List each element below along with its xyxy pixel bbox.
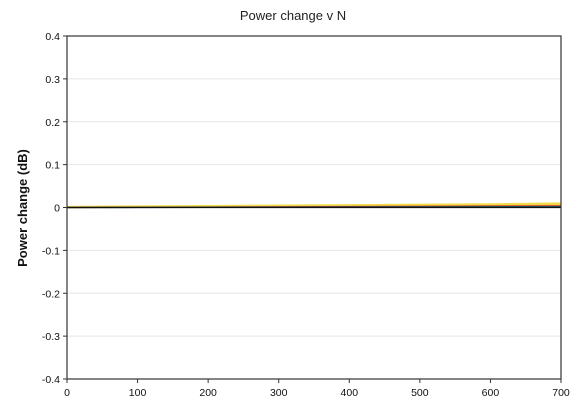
x-tick-label: 400 (341, 387, 359, 399)
y-tick-label: 0.4 (45, 31, 60, 43)
x-axis-ticks: 0 100 200 300 400 500 600 700 (64, 379, 570, 399)
chart-title: Power change v N (240, 8, 346, 23)
y-tick-label: -0.2 (42, 288, 60, 300)
x-tick-label: 100 (129, 387, 147, 399)
x-tick-label: 300 (270, 387, 288, 399)
x-tick-label: 0 (64, 387, 70, 399)
y-tick-label: 0 (54, 203, 60, 215)
y-tick-label: 0.2 (45, 117, 60, 129)
x-tick-label: 700 (552, 387, 570, 399)
y-tick-label: 0.1 (45, 160, 60, 172)
x-tick-label: 500 (411, 387, 429, 399)
y-axis-label: Power change (dB) (15, 149, 30, 267)
y-tick-label: -0.3 (42, 331, 60, 343)
y-tick-label: -0.4 (42, 374, 60, 386)
series-group (66, 202, 562, 209)
y-axis-ticks: 0.4 0.3 0.2 0.1 0 -0.1 -0.2 -0.3 -0.4 (42, 31, 67, 386)
x-tick-label: 200 (199, 387, 217, 399)
y-tick-label: -0.1 (42, 245, 60, 257)
y-tick-label: 0.3 (45, 74, 60, 86)
x-tick-label: 600 (482, 387, 500, 399)
